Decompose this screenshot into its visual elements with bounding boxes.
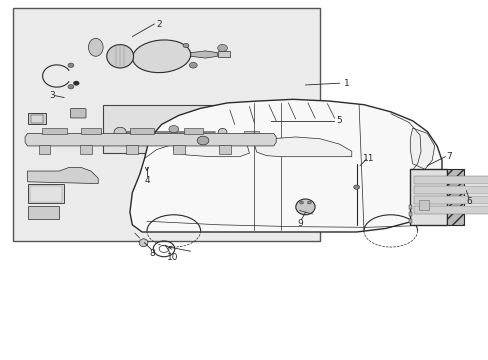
Bar: [413, 196, 488, 204]
Bar: [80, 145, 92, 154]
Bar: [103, 105, 268, 153]
Circle shape: [68, 63, 74, 67]
Circle shape: [68, 85, 74, 89]
Bar: [81, 128, 101, 134]
Bar: [30, 186, 61, 202]
Ellipse shape: [139, 239, 148, 247]
Bar: [408, 212, 411, 216]
Ellipse shape: [114, 127, 126, 137]
Bar: [172, 145, 184, 154]
Bar: [183, 128, 203, 134]
Text: 4: 4: [144, 176, 149, 185]
Polygon shape: [27, 167, 98, 184]
Circle shape: [307, 201, 311, 204]
Text: 7: 7: [446, 152, 451, 161]
Bar: [27, 184, 64, 203]
Bar: [130, 128, 154, 134]
Ellipse shape: [218, 129, 226, 136]
Bar: [408, 205, 411, 209]
Bar: [27, 113, 46, 125]
Polygon shape: [25, 134, 276, 146]
Circle shape: [73, 81, 79, 85]
Ellipse shape: [106, 45, 133, 68]
Text: 11: 11: [363, 154, 374, 163]
Polygon shape: [254, 137, 351, 157]
Ellipse shape: [132, 40, 190, 73]
Bar: [413, 176, 488, 184]
Bar: [446, 169, 463, 225]
Text: 5: 5: [336, 116, 342, 125]
Text: 1: 1: [344, 79, 349, 88]
Polygon shape: [130, 99, 441, 232]
Text: 3: 3: [49, 91, 55, 100]
Bar: [27, 206, 59, 220]
Circle shape: [168, 126, 178, 133]
Bar: [418, 200, 428, 211]
Text: 10: 10: [166, 253, 178, 262]
Bar: [31, 116, 43, 123]
Text: 6: 6: [465, 197, 471, 206]
Circle shape: [217, 44, 227, 51]
Bar: [413, 186, 488, 194]
Text: 2: 2: [156, 19, 162, 28]
Polygon shape: [173, 137, 249, 157]
Bar: [243, 131, 259, 138]
FancyBboxPatch shape: [70, 109, 86, 118]
Bar: [413, 206, 488, 214]
Bar: [126, 145, 138, 154]
Bar: [217, 50, 229, 57]
Circle shape: [299, 201, 303, 204]
Circle shape: [353, 185, 359, 189]
Ellipse shape: [295, 199, 314, 215]
Bar: [39, 145, 50, 154]
Bar: [408, 220, 411, 223]
Text: 8: 8: [149, 249, 154, 258]
Ellipse shape: [88, 39, 103, 56]
Bar: [409, 169, 446, 225]
Bar: [219, 145, 230, 154]
Circle shape: [189, 62, 197, 68]
Circle shape: [183, 43, 188, 48]
Polygon shape: [190, 51, 217, 58]
Text: 9: 9: [297, 219, 303, 228]
Circle shape: [197, 136, 208, 145]
Polygon shape: [409, 128, 434, 169]
Bar: [13, 8, 320, 241]
Bar: [42, 128, 66, 134]
